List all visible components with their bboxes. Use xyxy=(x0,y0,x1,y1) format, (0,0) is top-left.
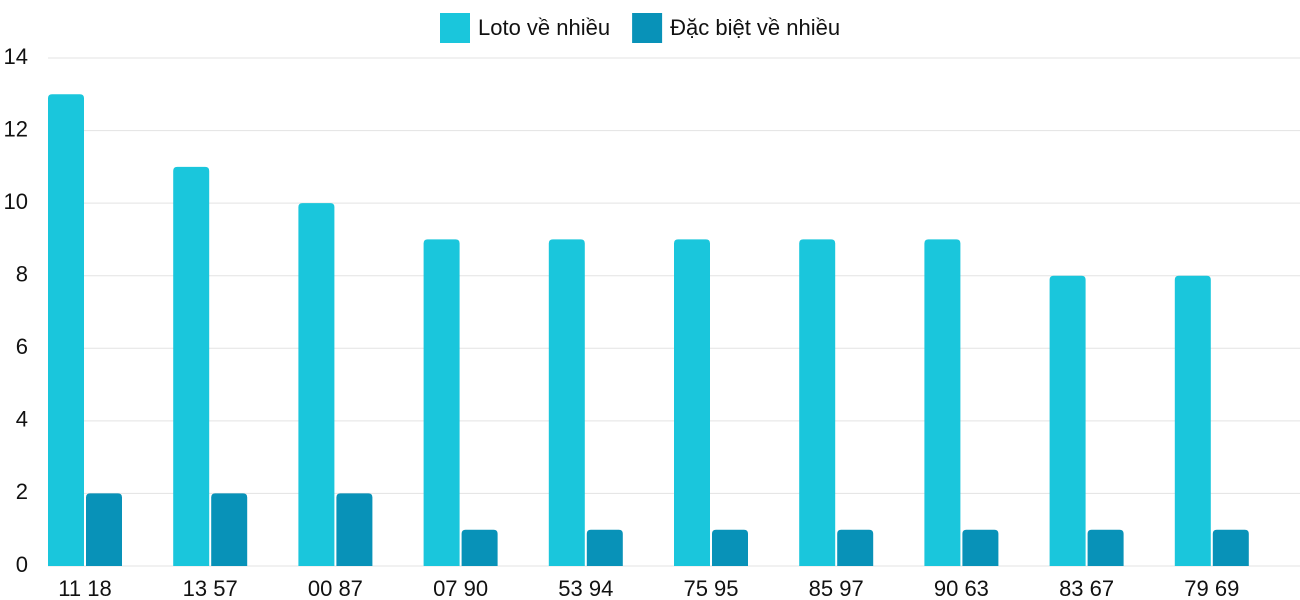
y-tick-label: 4 xyxy=(16,407,28,432)
x-tick-label: 11 18 xyxy=(58,576,111,600)
bar xyxy=(86,493,122,566)
bar xyxy=(48,94,84,567)
x-tick-label: 75 95 xyxy=(683,576,738,600)
y-tick-label: 2 xyxy=(16,479,28,504)
y-tick-label: 12 xyxy=(4,116,28,141)
x-tick-label: 00 87 xyxy=(308,576,363,600)
legend-swatch xyxy=(440,13,470,43)
x-tick-label: 85 97 xyxy=(809,576,864,600)
y-tick-label: 0 xyxy=(16,552,28,577)
y-tick-label: 10 xyxy=(4,189,28,214)
legend-label: Loto về nhiều xyxy=(478,15,610,40)
bar xyxy=(712,529,748,566)
x-tick-label: 53 94 xyxy=(558,576,613,600)
bar xyxy=(298,203,335,566)
bar xyxy=(1212,529,1249,566)
bar xyxy=(336,493,373,566)
bar xyxy=(837,529,874,566)
x-tick-label: 83 67 xyxy=(1059,576,1114,600)
bar xyxy=(1087,529,1124,566)
legend-swatch xyxy=(632,13,663,43)
bar xyxy=(962,529,999,566)
x-tick-label: 07 90 xyxy=(433,576,488,600)
bar xyxy=(173,166,210,566)
x-tick-label: 79 69 xyxy=(1184,576,1239,600)
bar xyxy=(1174,275,1211,566)
bar xyxy=(674,239,710,566)
bar xyxy=(1049,275,1086,566)
bar xyxy=(586,529,623,566)
x-tick-label: 90 63 xyxy=(934,576,989,600)
bar xyxy=(461,529,498,566)
bar xyxy=(423,239,460,566)
bar xyxy=(924,239,961,566)
x-tick-label: 13 57 xyxy=(183,576,238,600)
y-tick-label: 6 xyxy=(16,334,28,359)
bar xyxy=(548,239,585,566)
y-tick-label: 14 xyxy=(4,44,28,69)
bar xyxy=(211,493,248,566)
legend-label: Đặc biệt về nhiều xyxy=(670,15,840,40)
bar xyxy=(799,239,836,566)
y-tick-label: 8 xyxy=(16,262,28,287)
